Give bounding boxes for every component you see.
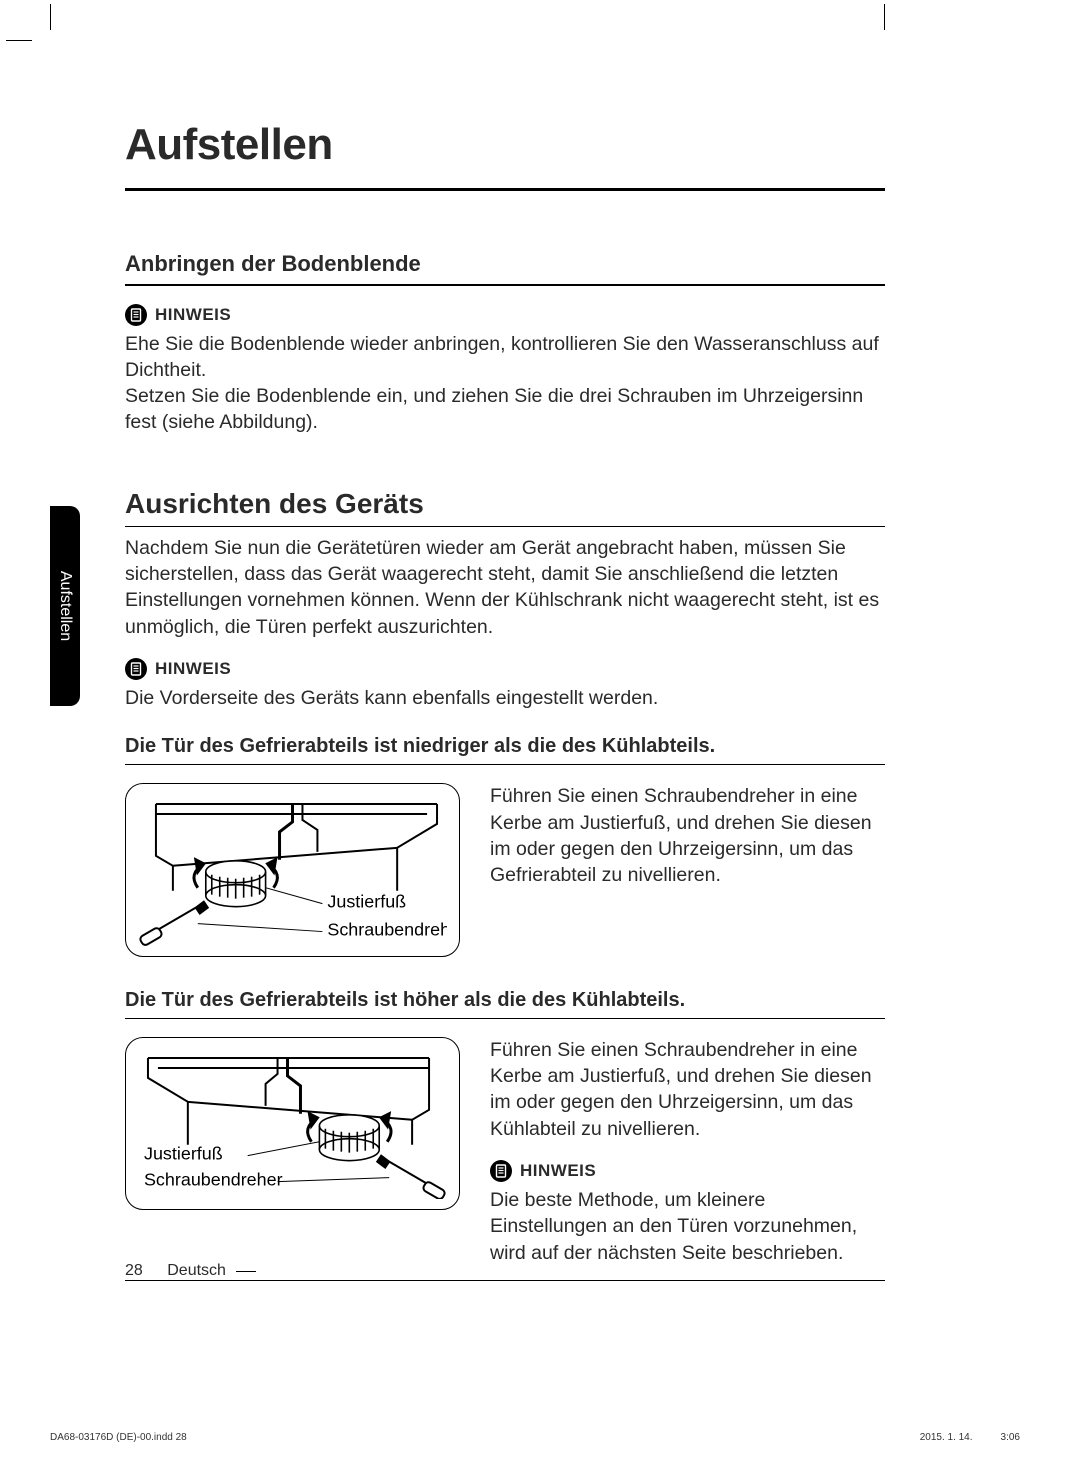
section-tab: Aufstellen	[50, 506, 80, 706]
note-row: HINWEIS	[125, 658, 885, 680]
page-number: 28	[125, 1262, 143, 1280]
case1-text-col: Führen Sie einen Schraubendreher in eine…	[490, 783, 885, 888]
diagram-svg: Justierfuß Schraubendreher	[138, 796, 447, 946]
crop-mark	[884, 4, 885, 30]
manual-page: Aufstellen Aufstellen Anbringen der Bode…	[0, 0, 1080, 1476]
divider	[125, 1018, 885, 1019]
section-tab-label: Aufstellen	[56, 571, 74, 641]
label-foot: Justierfuß	[327, 892, 406, 912]
note-icon	[490, 1160, 512, 1182]
case2-heading: Die Tür des Gefrierabteils ist höher als…	[125, 989, 885, 1012]
label-foot: Justierfuß	[144, 1143, 223, 1163]
case1-row: Justierfuß Schraubendreher Führen Sie ei…	[125, 783, 885, 957]
print-date: 2015. 1. 14.	[920, 1432, 973, 1443]
note-label: HINWEIS	[155, 305, 231, 325]
case1-heading: Die Tür des Gefrierabteils ist niedriger…	[125, 735, 885, 758]
body-text: Setzen Sie die Bodenblende ein, und zieh…	[125, 383, 885, 436]
case2-text-col: Führen Sie einen Schraubendreher in eine…	[490, 1037, 885, 1266]
figure-case1: Justierfuß Schraubendreher	[125, 783, 460, 957]
figure-case2: Justierfuß Schraubendreher	[125, 1037, 460, 1211]
page-language: Deutsch	[167, 1262, 226, 1280]
diagram-svg: Justierfuß Schraubendreher	[138, 1050, 447, 1200]
label-driver: Schraubendreher	[144, 1169, 283, 1189]
body-text: Ehe Sie die Bodenblende wieder anbringen…	[125, 331, 885, 384]
note-label: HINWEIS	[520, 1161, 596, 1181]
footer-page-ref: 28 Deutsch	[125, 1262, 256, 1280]
label-driver: Schraubendreher	[327, 920, 447, 940]
divider	[236, 1271, 256, 1272]
body-text: Nachdem Sie nun die Gerätetüren wieder a…	[125, 535, 885, 640]
note-label: HINWEIS	[155, 659, 231, 679]
page-title: Aufstellen	[125, 120, 885, 170]
print-file-ref: DA68-03176D (DE)-00.indd 28	[50, 1432, 187, 1443]
note-row: HINWEIS	[490, 1160, 885, 1182]
note-icon	[125, 304, 147, 326]
print-timestamp: 2015. 1. 14. 3:06	[920, 1432, 1020, 1443]
body-text: Führen Sie einen Schraubendreher in eine…	[490, 783, 885, 888]
case2-row: Justierfuß Schraubendreher Führen Sie ei…	[125, 1037, 885, 1266]
heading-ausrichten: Ausrichten des Geräts	[125, 488, 885, 520]
print-time: 3:06	[1001, 1432, 1020, 1443]
body-text: Führen Sie einen Schraubendreher in eine…	[490, 1037, 885, 1142]
divider	[125, 1280, 885, 1281]
divider	[125, 284, 885, 286]
note-row: HINWEIS	[125, 304, 885, 326]
page-content: Aufstellen Anbringen der Bodenblende HIN…	[125, 120, 885, 1266]
body-text: Die beste Methode, um kleinere Einstellu…	[490, 1187, 885, 1266]
body-text: Die Vorderseite des Geräts kann ebenfall…	[125, 685, 885, 711]
crop-mark	[50, 4, 51, 30]
note-icon	[125, 658, 147, 680]
subheading-bodenblende: Anbringen der Bodenblende	[125, 251, 885, 277]
crop-mark	[6, 40, 32, 41]
divider	[125, 764, 885, 765]
